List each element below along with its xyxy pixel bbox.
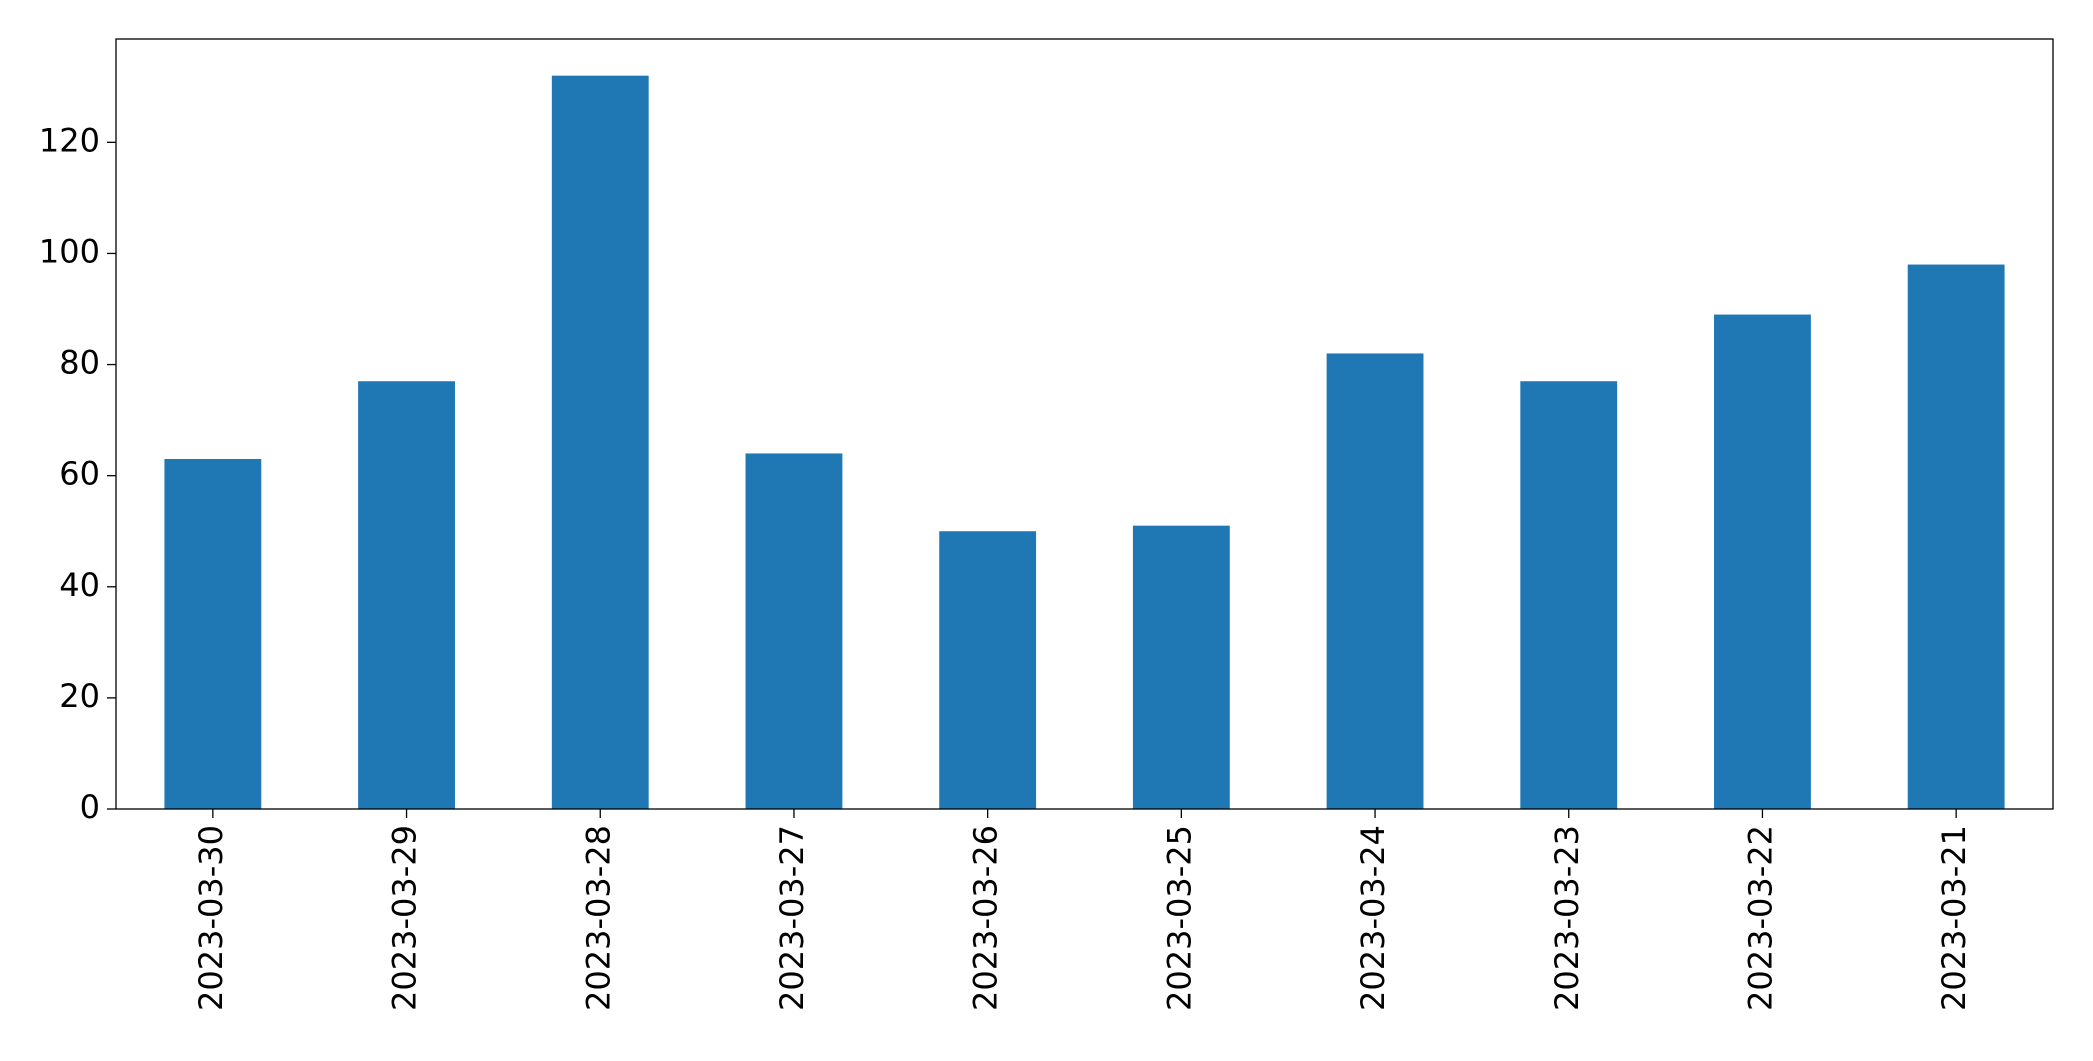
y-tick-label: 60 (59, 455, 100, 493)
bar (1714, 314, 1811, 809)
bar (1132, 525, 1230, 809)
x-tick-label: 2023-03-22 (1741, 825, 1779, 1011)
x-tick-label: 2023-03-24 (1354, 825, 1392, 1011)
x-tick-label: 2023-03-21 (1935, 825, 1973, 1011)
x-tick-label: 2023-03-25 (1160, 825, 1198, 1011)
x-tick-label: 2023-03-30 (192, 825, 230, 1011)
plot-frame (115, 38, 2054, 810)
x-tick-label: 2023-03-23 (1548, 825, 1586, 1011)
bar (358, 381, 455, 809)
y-tick-label: 120 (39, 121, 100, 159)
bar (551, 75, 649, 809)
y-tick-label: 40 (59, 566, 100, 604)
y-tick-label: 100 (39, 232, 100, 270)
bar (1520, 381, 1618, 809)
bar (1326, 353, 1424, 809)
bar (939, 531, 1037, 809)
y-tick-label: 80 (59, 344, 100, 382)
x-tick-label: 2023-03-29 (386, 825, 424, 1011)
x-tick-label: 2023-03-26 (967, 825, 1005, 1011)
y-tick-label: 0 (80, 788, 100, 826)
bar (164, 459, 262, 809)
bar (1907, 264, 2005, 809)
x-tick-label: 2023-03-28 (579, 825, 617, 1011)
x-tick-label: 2023-03-27 (773, 825, 811, 1011)
bar (745, 453, 843, 809)
y-tick-label: 20 (59, 677, 100, 715)
